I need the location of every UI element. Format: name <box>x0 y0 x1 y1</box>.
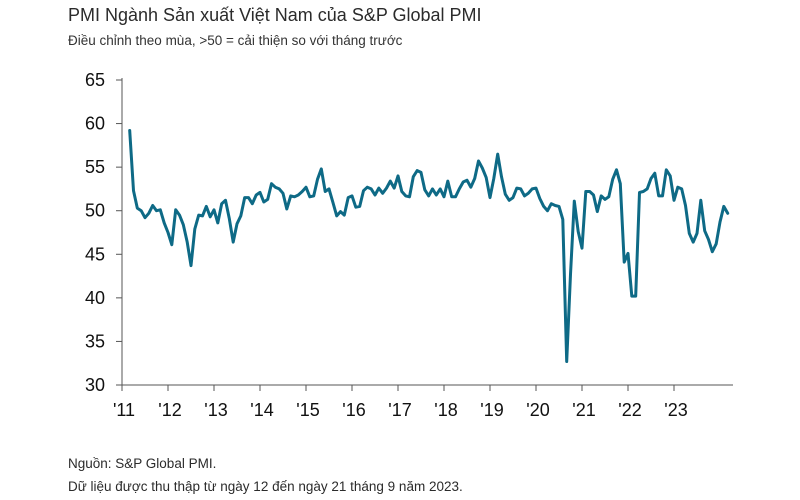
x-tick-label: '21 <box>572 400 595 420</box>
x-tick-label: '12 <box>158 400 181 420</box>
x-tick-label: '15 <box>296 400 319 420</box>
y-tick-label: 60 <box>85 114 105 134</box>
x-tick-label: '14 <box>250 400 273 420</box>
x-axis: '11 '12 '13 '14 '15 '16 '17 '18 '19 '20 '21 '22 '23 <box>113 384 733 420</box>
x-tick-label: '13 <box>204 400 227 420</box>
x-tick-label: '18 <box>434 400 457 420</box>
pmi-series-line <box>128 129 730 363</box>
y-tick-label: 45 <box>85 244 105 264</box>
y-tick-label: 35 <box>85 331 105 351</box>
x-tick-label: '11 <box>113 400 135 420</box>
data-collection-note: Dữ liệu được thu thập từ ngày 12 đến ngà… <box>68 479 463 494</box>
y-axis: 30 35 40 45 50 55 60 65 <box>85 70 123 395</box>
chart-title: PMI Ngành Sản xuất Việt Nam của S&P Glob… <box>68 5 482 25</box>
x-tick-label: '20 <box>526 400 549 420</box>
chart-subtitle: Điều chỉnh theo mùa, >50 = cải thiện so … <box>68 33 403 48</box>
x-tick-label: '17 <box>388 400 411 420</box>
y-tick-label: 40 <box>85 288 105 308</box>
source-note: Nguồn: S&P Global PMI. <box>68 456 217 471</box>
y-tick-label: 30 <box>85 375 105 395</box>
y-tick-label: 50 <box>85 201 105 221</box>
x-tick-label: '23 <box>664 400 687 420</box>
series-group <box>128 129 730 363</box>
y-tick-label: 55 <box>85 157 105 177</box>
x-tick-label: '16 <box>342 400 365 420</box>
y-tick-label: 65 <box>85 70 105 90</box>
x-tick-label: '22 <box>618 400 641 420</box>
x-tick-label: '19 <box>480 400 503 420</box>
